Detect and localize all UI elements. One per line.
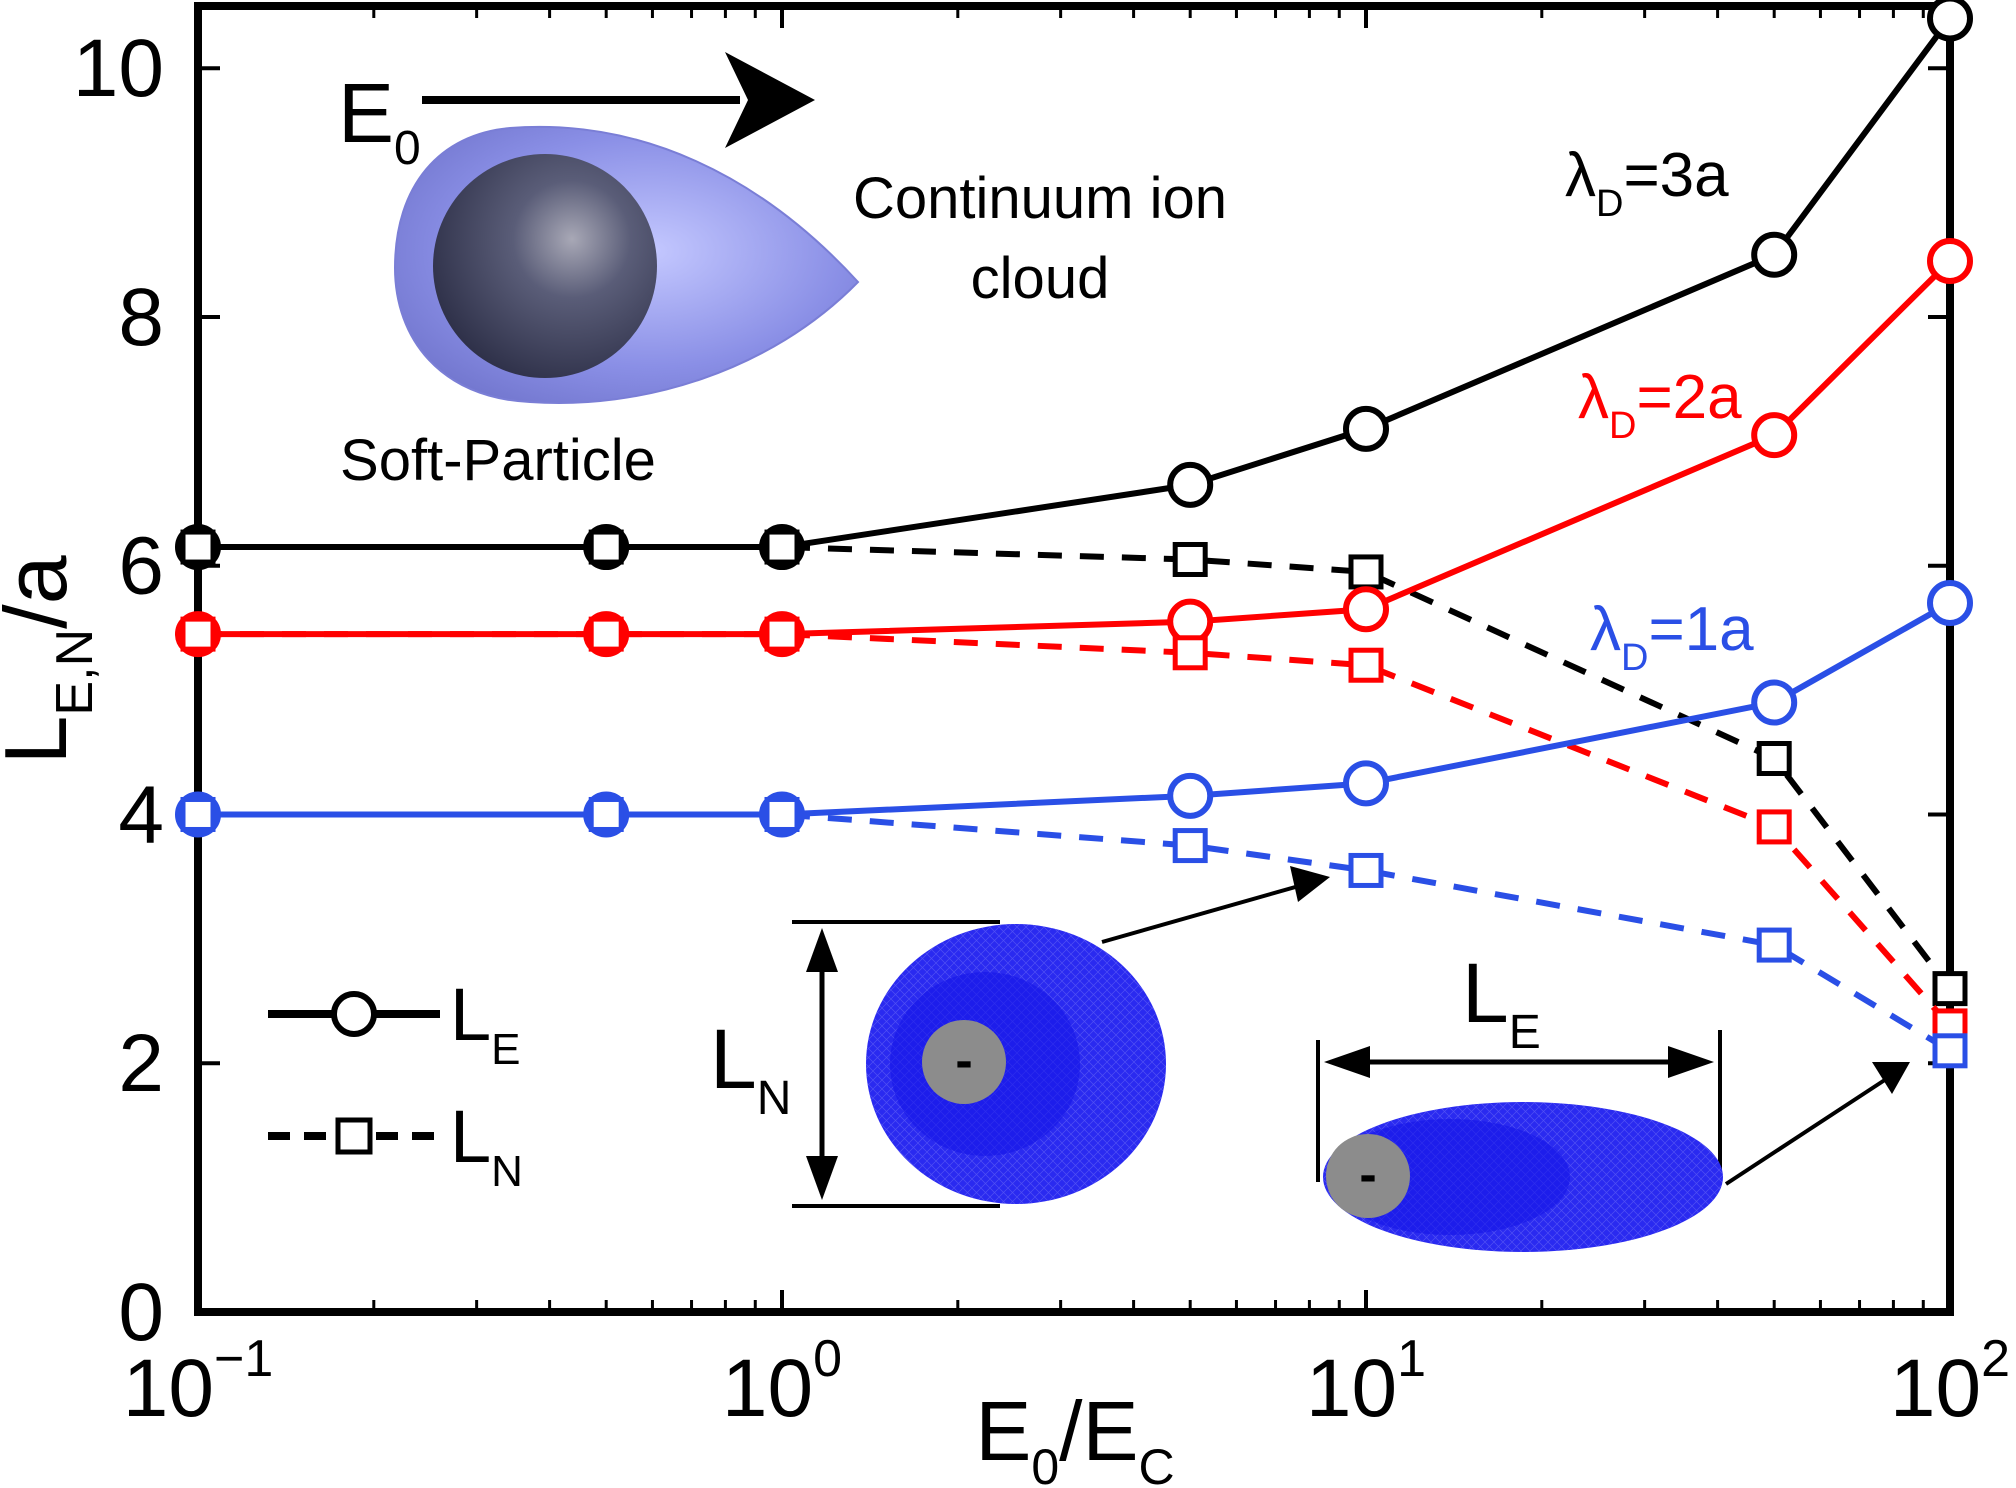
series-marker-square: [180, 796, 216, 832]
soft-particle-illustration: E0 Continuum ion cloud Soft-Particle: [338, 52, 1227, 493]
x-tick-label: 102: [1890, 1330, 2010, 1434]
series-marker-square: [1932, 1033, 1968, 1069]
le-dim-label: LE: [1462, 946, 1541, 1059]
pointer-arrow-spherical-head: [1290, 866, 1330, 902]
series-marker-square: [588, 796, 624, 832]
series-marker-circle: [1343, 586, 1389, 633]
particle-core: [433, 154, 657, 378]
series-marker-circle: [1751, 412, 1798, 459]
series-marker-square: [1348, 647, 1384, 683]
spherical-core-sign: -: [955, 1032, 972, 1090]
pointer-arrow-elongated: [1724, 1068, 1902, 1186]
x-axis-label: E0/EC: [975, 1384, 1174, 1488]
le-dim-arrow-left: [1324, 1046, 1370, 1078]
x-tick-label: 100: [722, 1330, 842, 1434]
series-marker-circle: [1167, 772, 1214, 819]
y-axis-label: LE,N/a: [0, 555, 104, 764]
axis-titles: E0/EC LE,N/a: [0, 555, 1175, 1488]
series-marker-square: [1172, 541, 1208, 577]
series-marker-square: [1172, 828, 1208, 864]
series-marker-circle: [1927, 0, 1973, 42]
elongated-core-sign: -: [1359, 1146, 1376, 1204]
series-marker-square: [1756, 741, 1792, 777]
elongated-cloud-illustration: LE -: [1316, 946, 1723, 1252]
series-marker-circle: [1343, 760, 1389, 807]
tick-labels: 0 2 4 6 8 10 10−1 100 101 102: [73, 23, 2010, 1434]
field-label: E0: [338, 66, 421, 175]
series-marker-square: [1348, 852, 1384, 888]
y-tick-label: 2: [118, 1018, 164, 1109]
y-tick-label: 0: [118, 1267, 164, 1358]
series-marker-circle: [1167, 461, 1214, 508]
series-labels: λD=3a λD=2a λD=1a: [1565, 141, 1754, 679]
ln-dim-arrow-up: [806, 928, 838, 972]
series-layer: [175, 0, 1973, 1069]
y-tick-label: 8: [118, 272, 164, 363]
pointer-arrow-elongated-head: [1872, 1062, 1910, 1094]
series-marker-circle: [1927, 237, 1973, 284]
cloud-label-line2: cloud: [971, 246, 1110, 311]
series-marker-square: [588, 529, 624, 565]
y-tick-label: 10: [73, 23, 164, 114]
legend: LE LN: [268, 973, 523, 1196]
series-marker-square: [764, 529, 800, 565]
pointer-arrows: [1101, 866, 1910, 1186]
series-marker-square: [1932, 971, 1968, 1007]
series-marker-square: [180, 529, 216, 565]
plot-area: [194, 2, 1954, 1316]
plot-frame: [194, 2, 1954, 1316]
legend-le-label: LE: [450, 973, 521, 1074]
spherical-cloud-core: [922, 1020, 1006, 1104]
series-marker-square: [764, 616, 800, 652]
ln-dim-arrow-down: [806, 1156, 838, 1200]
lambda-label-1a: λD=1a: [1590, 595, 1754, 679]
legend-le-marker: [331, 991, 377, 1037]
particle-label: Soft-Particle: [340, 428, 656, 493]
le-dim-arrow-right: [1668, 1046, 1714, 1078]
x-tick-label: 101: [1306, 1330, 1426, 1434]
lambda-label-3a: λD=3a: [1565, 141, 1729, 225]
series-marker-square: [1756, 927, 1792, 963]
series-marker-square: [764, 796, 800, 832]
pointer-arrow-spherical: [1101, 878, 1321, 944]
series-marker-circle: [1927, 580, 1973, 627]
field-arrow-head: [725, 52, 815, 148]
series-marker-square: [1756, 809, 1792, 845]
ln-dim-label: LN: [710, 1012, 791, 1125]
legend-ln-marker: [335, 1117, 373, 1155]
series-marker-square: [180, 616, 216, 652]
series-marker-square: [588, 616, 624, 652]
y-tick-label: 6: [118, 521, 164, 612]
lambda-label-2a: λD=2a: [1578, 363, 1742, 447]
series-marker-circle: [1751, 679, 1798, 726]
cloud-label-line1: Continuum ion: [853, 166, 1227, 231]
spherical-cloud-illustration: LN -: [710, 920, 1166, 1208]
legend-ln-label: LN: [450, 1095, 523, 1196]
elongated-cloud-core: [1326, 1134, 1410, 1218]
series-marker-circle: [1343, 405, 1389, 452]
series-marker-square: [1348, 554, 1384, 590]
series-marker-square: [1172, 635, 1208, 671]
y-tick-label: 4: [118, 769, 164, 860]
x-tick-label: 10−1: [123, 1330, 274, 1434]
series-marker-circle: [1751, 231, 1798, 278]
